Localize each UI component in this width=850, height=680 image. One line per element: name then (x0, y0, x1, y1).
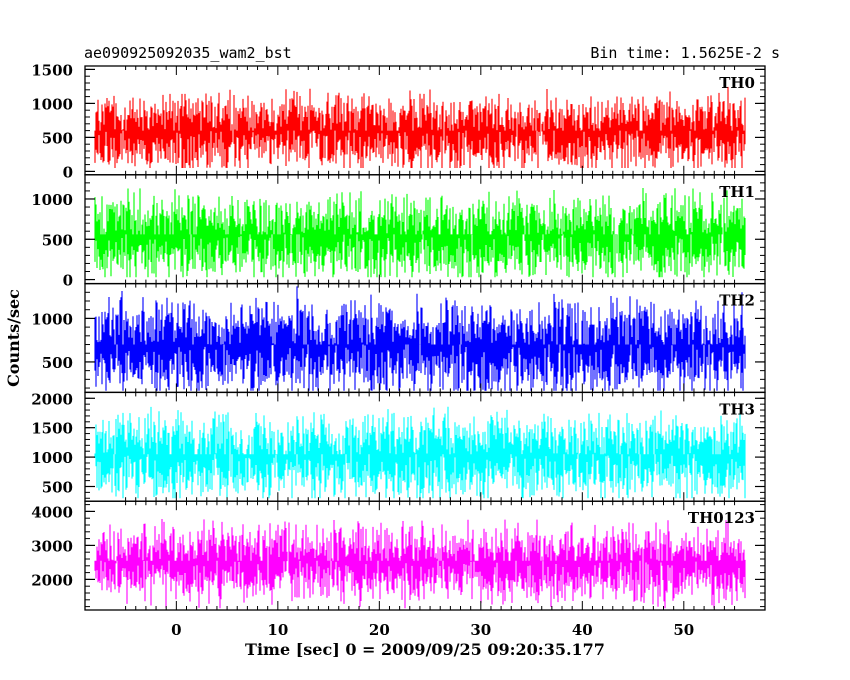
panel-label-th1: TH1 (719, 183, 755, 201)
y-tick-label: 0 (63, 272, 73, 290)
y-tick-label: 2000 (31, 390, 73, 408)
panel-label-th0: TH0 (719, 74, 755, 92)
series-th0 (94, 86, 746, 168)
panel-frame-th0123 (84, 500, 766, 611)
panel-label-th3: TH3 (719, 400, 755, 418)
y-tick-label: 1500 (31, 61, 73, 79)
y-tick-label: 4000 (31, 503, 73, 521)
x-tick-label: 50 (673, 621, 694, 639)
y-tick-label: 1000 (31, 191, 73, 209)
series-th1 (94, 188, 746, 278)
y-axis-label: Counts/sec (4, 289, 23, 387)
x-tick-label: 30 (470, 621, 491, 639)
series-th0123 (94, 519, 746, 609)
panel-label-th2: TH2 (719, 292, 755, 310)
series-th2 (94, 286, 746, 391)
y-tick-label: 1000 (31, 449, 73, 467)
y-tick-label: 500 (42, 231, 73, 249)
x-tick-label: 20 (369, 621, 390, 639)
panel-label-th0123: TH0123 (688, 509, 755, 527)
y-tick-label: 3000 (31, 537, 73, 555)
y-tick-label: 500 (42, 478, 73, 496)
y-tick-label: 1500 (31, 420, 73, 438)
x-tick-label: 40 (572, 621, 593, 639)
x-tick-label: 10 (267, 621, 288, 639)
y-tick-label: 0 (63, 163, 73, 181)
y-tick-label: 500 (42, 129, 73, 147)
x-axis-label: Time [sec] 0 = 2009/09/25 09:20:35.177 (245, 640, 605, 659)
y-tick-label: 2000 (31, 571, 73, 589)
y-tick-label: 500 (42, 354, 73, 372)
bin-time-label: Bin time: 1.5625E-2 s (590, 44, 780, 62)
y-tick-label: 1000 (31, 95, 73, 113)
series-th3 (94, 406, 746, 499)
chart-title: ae090925092035_wam2_bst (84, 44, 292, 62)
x-tick-label: 0 (171, 621, 181, 639)
y-tick-label: 1000 (31, 310, 73, 328)
